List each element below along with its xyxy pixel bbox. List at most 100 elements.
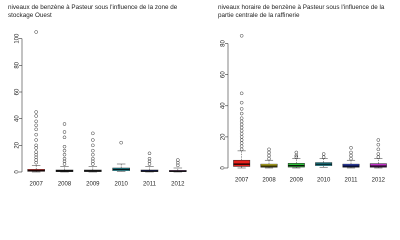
outlier xyxy=(239,144,244,148)
outlier xyxy=(294,150,299,155)
x-tick-label: 2007 xyxy=(29,182,43,188)
x-tick-label: 2008 xyxy=(58,182,72,188)
outlier xyxy=(376,142,381,147)
outlier xyxy=(239,91,244,96)
outlier xyxy=(239,111,244,116)
outlier xyxy=(34,158,38,162)
outlier xyxy=(349,146,353,150)
outlier xyxy=(62,148,67,153)
outlier xyxy=(119,140,123,145)
y-tick-label: 0 xyxy=(15,170,21,174)
outlier xyxy=(239,141,244,145)
x-tick-label: 2010 xyxy=(317,178,331,184)
outlier xyxy=(62,156,67,161)
outlier xyxy=(91,143,95,148)
outlier xyxy=(239,125,244,130)
y-tick-label: 40 xyxy=(15,115,21,122)
outlier xyxy=(62,135,67,140)
outlier xyxy=(176,163,180,168)
y-tick-label: 20 xyxy=(15,141,21,148)
outlier xyxy=(91,138,95,142)
y-tick-label: 80 xyxy=(15,61,21,68)
outlier xyxy=(147,162,152,166)
outlier xyxy=(147,156,152,161)
outlier xyxy=(34,127,38,132)
outlier xyxy=(176,158,180,162)
outlier xyxy=(239,116,244,120)
outlier xyxy=(239,119,244,124)
outlier xyxy=(91,131,95,136)
outlier xyxy=(376,152,381,156)
outlier xyxy=(34,160,38,165)
chart-title: niveaux horaire de benzène à Pasteur sou… xyxy=(218,4,385,19)
x-tick-label: 2007 xyxy=(235,178,249,184)
outlier xyxy=(34,30,38,34)
chart: 0 20 40 60 80 100 2007 2008 2009 2010 2011 2012 0 20 4… xyxy=(15,30,387,188)
outlier xyxy=(34,155,38,160)
outlier xyxy=(176,160,180,165)
outlier xyxy=(267,147,271,152)
outlier xyxy=(91,148,95,153)
outlier xyxy=(34,123,38,128)
outlier xyxy=(62,162,67,166)
outlier xyxy=(239,135,244,139)
outlier xyxy=(349,156,353,161)
outlier xyxy=(91,162,95,166)
outlier xyxy=(34,138,38,142)
box xyxy=(369,163,387,168)
outlier xyxy=(147,151,152,156)
outlier xyxy=(349,153,353,158)
y-tick-label: 0 xyxy=(221,166,227,170)
y-tick-label: 60 xyxy=(15,88,21,95)
x-tick-label: 2012 xyxy=(372,178,386,184)
outlier xyxy=(91,152,95,157)
page: {"chart_data": [ {"type": "boxplot", "ti… xyxy=(8,4,387,188)
outlier xyxy=(376,138,381,142)
outlier xyxy=(62,159,67,164)
outlier xyxy=(239,34,244,38)
outlier xyxy=(34,110,38,114)
outlier xyxy=(147,159,152,164)
outlier xyxy=(34,150,38,154)
outlier xyxy=(239,128,244,133)
x-tick-label: 2009 xyxy=(290,178,304,184)
x-tick-label: 2012 xyxy=(171,182,185,188)
outlier xyxy=(239,132,244,136)
outlier xyxy=(34,143,38,148)
outlier xyxy=(239,138,244,142)
x-tick-label: 2011 xyxy=(143,182,157,188)
x-tick-label: 2011 xyxy=(345,178,359,184)
y-tick-label: 40 xyxy=(221,102,227,109)
outlier xyxy=(239,100,244,105)
x-tick-label: 2009 xyxy=(86,182,100,188)
outlier xyxy=(321,155,326,159)
outlier xyxy=(62,152,67,157)
outlier xyxy=(34,119,38,124)
outlier xyxy=(267,153,271,158)
outlier xyxy=(349,150,353,155)
y-tick-label: 100 xyxy=(15,33,21,44)
outlier xyxy=(294,155,299,159)
outlier xyxy=(267,156,271,161)
outlier xyxy=(321,152,326,156)
outlier xyxy=(239,147,244,152)
outlier xyxy=(34,146,38,150)
outlier xyxy=(91,156,95,161)
outlier xyxy=(239,107,244,111)
y-tick-label: 80 xyxy=(221,40,227,47)
outlier xyxy=(376,155,381,159)
outlier xyxy=(34,132,38,137)
outlier xyxy=(239,122,244,127)
y-tick-label: 20 xyxy=(221,133,227,140)
outlier xyxy=(62,130,67,134)
x-tick-label: 2010 xyxy=(114,182,128,188)
x-tick-label: 2008 xyxy=(262,178,276,184)
y-tick-label: 60 xyxy=(221,71,227,78)
outlier xyxy=(376,147,381,152)
outlier xyxy=(34,114,38,118)
chart-title: niveaux de benzène à Pasteur sous l'infl… xyxy=(8,4,178,19)
outlier xyxy=(62,122,67,126)
outlier xyxy=(91,159,95,164)
outlier xyxy=(267,150,271,155)
box xyxy=(233,159,251,167)
